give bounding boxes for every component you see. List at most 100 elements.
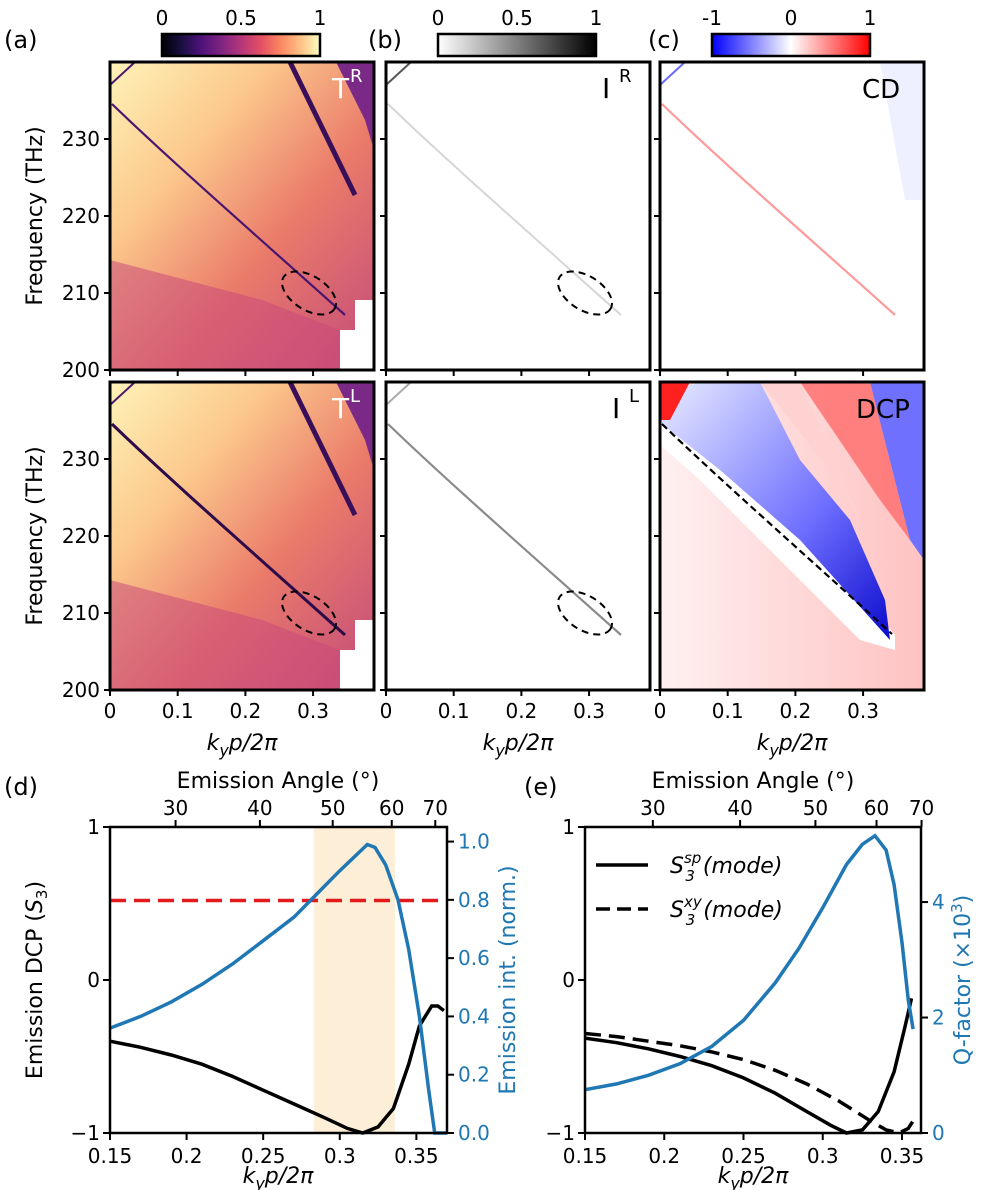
x-tick-label: 0.3 [573,699,605,723]
panel-label-a: (a) [4,26,37,54]
x-tick-label: 0 [654,699,667,723]
x-tick-label: 0.3 [324,1144,356,1168]
series-q-factor [584,833,915,1092]
top-tick-label: 40 [247,796,272,820]
y-tick-label: 230 [62,127,100,151]
legend-entry-xy: Sxy 3 (mode) [670,893,783,929]
label-sup: L [350,386,360,407]
colorbar-greys: 0 0.5 1 [432,6,603,58]
panel-label-d: (d) [4,773,38,801]
legend-e: Ssp 3 (mode) Sxy 3 (mode) [596,849,783,929]
top-tick-label: 30 [163,796,188,820]
map-TR: T R [108,60,376,372]
y-right-tick-label: 0 [932,1121,945,1145]
label-base: I [612,392,620,425]
y-left-tick-label: 1 [87,815,100,839]
y-tick-label: 210 [62,281,100,305]
top-tick-label: 60 [379,796,404,820]
x-tick-label: 0.3 [847,699,879,723]
y-right-tick-label: 0.0 [458,1121,490,1145]
colorbar-tick: 0.5 [501,6,533,30]
plot-d: 0.15 0.2 0.25 0.3 0.35 30 40 50 60 70 −1 0 1 0.0 0.2 0.… [71,796,490,1168]
y-right-tick-label: 0.6 [458,946,490,970]
d-top-xlabel: Emission Angle (°) [177,769,380,794]
map-xlabel-1: kyp/2π [207,731,279,760]
map-ylabel-top: Frequency (THz) [23,126,48,305]
y-right-tick-label: 0.8 [458,888,490,912]
y-left-tick-label: 0 [87,968,100,992]
d-xlabel: kyp/2π [243,1164,315,1190]
highlight-band [313,827,395,1133]
colorbar-tick: 0.5 [225,6,257,30]
y-left-tick-label: 0 [562,968,575,992]
x-tick-label: 0.2 [648,1144,680,1168]
map-IL: I L [384,380,652,692]
top-tick-label: 70 [909,796,934,820]
y-right-tick-label: 1.0 [458,830,490,854]
x-tick-label: 0.3 [297,699,329,723]
series-emission-intensity [109,842,447,1135]
y-tick-label: 200 [62,358,100,382]
y-tick-label: 230 [62,447,100,471]
d-ylabel-left: Emission DCP (S3) [23,881,51,1079]
series-s3-sp [584,998,914,1135]
e-xlabel: kyp/2π [718,1164,790,1190]
top-tick-label: 50 [803,796,828,820]
top-tick-label: 50 [320,796,345,820]
x-tick-label: 0.1 [438,699,470,723]
colorbar-tick: 0 [432,6,445,30]
map-xlabel-2: kyp/2π [483,731,555,760]
colorbar-tick: 0 [785,6,798,30]
x-tick-label: 0.2 [229,699,261,723]
map-DCP: DCP [658,380,926,692]
map-IR: I R [384,60,652,372]
top-tick-label: 40 [727,796,752,820]
label-sup: R [619,66,632,87]
x-tick-label: 0.2 [171,1144,203,1168]
colorbar-tick: -1 [702,6,722,30]
colorbar-tick: 0 [156,6,169,30]
e-top-xlabel: Emission Angle (°) [652,769,855,794]
panel-label-e: (e) [524,773,558,801]
x-tick-label: 0.35 [394,1144,439,1168]
colorbar-tick: 1 [590,6,603,30]
colorbar-bwr: -1 0 1 [702,6,876,58]
x-tick-label: 0.3 [807,1144,839,1168]
label-base: CD [862,75,900,105]
map-ylabel-bottom: Frequency (THz) [23,446,48,625]
map-TL: T L [108,380,376,692]
y-tick-label: 220 [62,524,100,548]
y-right-tick-label: 4 [932,890,945,914]
label-base: DCP [856,395,910,425]
x-tick-label: 0.15 [563,1144,608,1168]
x-tick-label: 0.2 [779,699,811,723]
legend-entry-sp: Ssp 3 (mode) [670,849,782,885]
x-tick-label: 0.15 [88,1144,133,1168]
colorbar-magma: 0 0.5 1 [156,6,327,58]
y-tick-label: 220 [62,204,100,228]
top-tick-label: 70 [423,796,448,820]
series-emission-dcp [109,1004,445,1135]
plot-e: 0.15 0.2 0.25 0.3 0.35 30 40 50 60 70 −1 0 1 0 2 4 [546,796,945,1168]
colorbar-tick: 1 [314,6,327,30]
y-right-tick-label: 0.4 [458,1004,490,1028]
y-left-tick-label: −1 [71,1121,100,1145]
label-base: T [331,392,350,425]
x-tick-label: 0.2 [505,699,537,723]
x-tick-label: 0.25 [721,1144,766,1168]
label-base: T [331,72,350,105]
map-axes: 200 210 220 230 200 210 220 230 0 0.1 0.2 0.3 0 0.1 0.… [62,127,879,723]
series-s3-xy [584,1031,915,1135]
map-CD: CD [658,60,926,372]
top-tick-label: 60 [864,796,889,820]
y-tick-label: 210 [62,601,100,625]
panel-label-c: (c) [648,26,680,54]
y-left-tick-label: 1 [562,815,575,839]
x-tick-label: 0.1 [712,699,744,723]
y-tick-label: 200 [62,678,100,702]
x-tick-label: 0 [104,699,117,723]
top-tick-label: 30 [640,796,665,820]
x-tick-label: 0.25 [241,1144,286,1168]
label-sup: L [629,386,639,407]
